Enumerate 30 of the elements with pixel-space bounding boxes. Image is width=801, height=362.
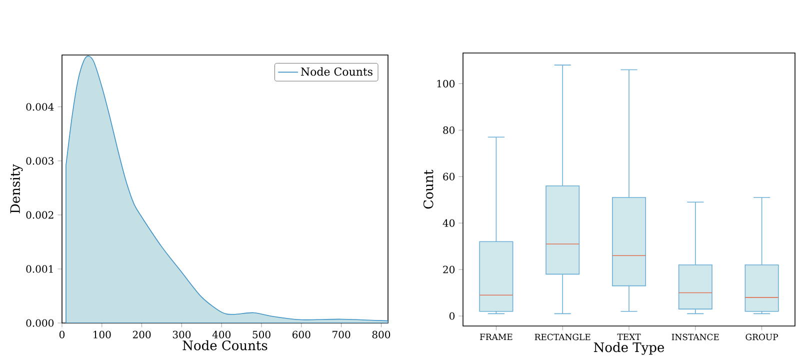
y-tick-label: 0 (450, 312, 455, 320)
y-tick-label: 0.001 (26, 265, 53, 273)
x-tick-label: 300 (172, 330, 191, 338)
x-tick-label: INSTANCE (672, 334, 719, 340)
y-tick-label: 40 (442, 219, 455, 227)
x-tick-label: 700 (332, 330, 350, 338)
x-tick-label: 200 (132, 330, 151, 338)
y-tick-label: 60 (443, 172, 455, 180)
x-axis-title: Node Type (594, 342, 664, 355)
y-tick-label: 0.004 (26, 103, 54, 111)
y-axis-title: Density (10, 164, 23, 214)
x-tick-label: 400 (212, 330, 230, 338)
y-tick-label: 0.003 (26, 157, 54, 165)
x-tick-label: FRAME (480, 334, 512, 340)
x-tick-label: 600 (292, 330, 310, 338)
x-tick-label: TEXT (617, 334, 641, 340)
y-tick-label: 80 (443, 126, 455, 134)
x-axis-title: Node Counts (182, 340, 268, 350)
x-tick-label: GROUP (746, 334, 778, 340)
legend-label: Node Counts (300, 67, 372, 76)
x-tick-label: 500 (252, 330, 270, 338)
x-tick-label: 0 (59, 330, 65, 338)
y-tick-label: 20 (443, 266, 455, 274)
x-tick-label: 800 (372, 330, 390, 338)
x-tick-label: RECTANGLE (534, 334, 590, 340)
y-tick-label: 100 (437, 80, 455, 88)
y-axis-title: Count (423, 170, 434, 209)
y-tick-label: 0.002 (26, 211, 54, 219)
x-tick-label: 100 (94, 330, 111, 338)
y-tick-label: 0.000 (26, 319, 54, 327)
